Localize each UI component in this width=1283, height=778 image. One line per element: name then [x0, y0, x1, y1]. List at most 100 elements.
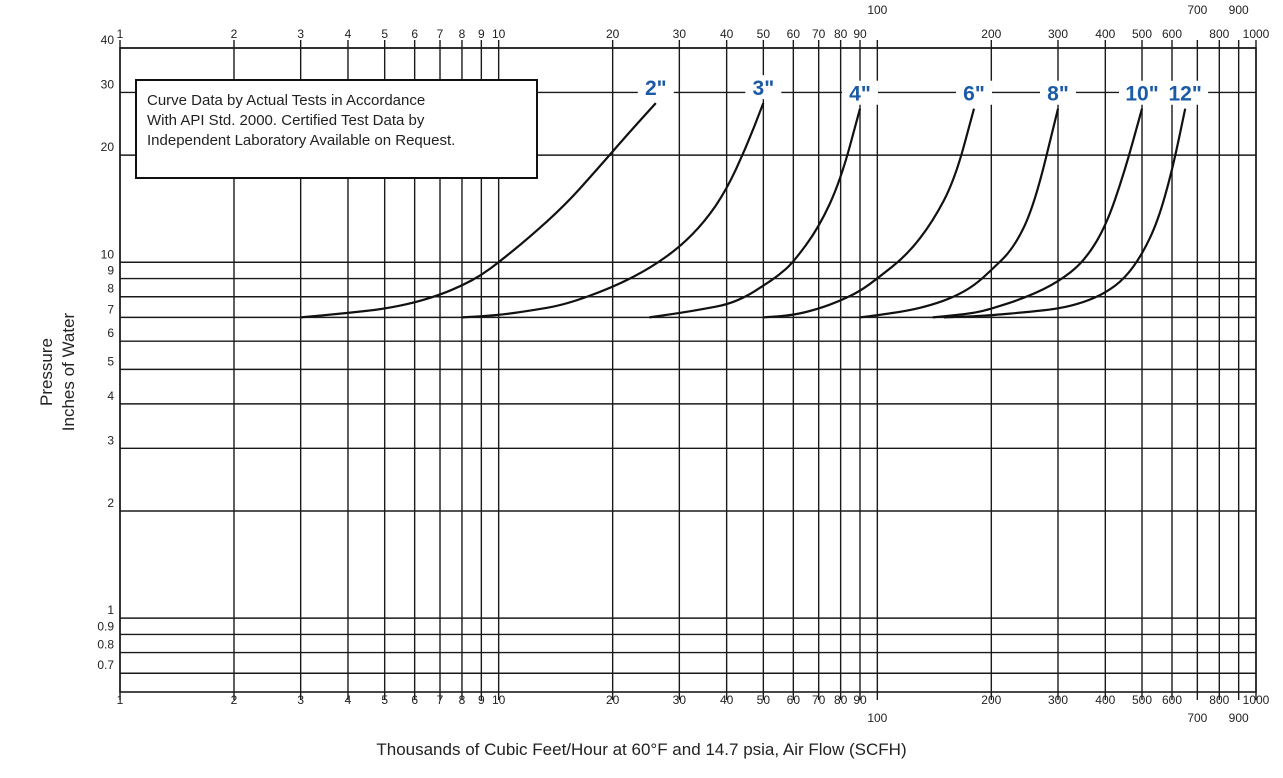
x-tick-label-bottom: 90 — [853, 693, 867, 707]
curve-label: 3" — [753, 77, 775, 100]
curve-line — [932, 108, 1144, 319]
y-tick-label: 5 — [107, 354, 114, 368]
note-line: Independent Laboratory Available on Requ… — [147, 132, 456, 149]
x-tick-label-bottom: 1 — [117, 693, 124, 707]
x-tick-label-top: 30 — [673, 27, 687, 41]
x-tick-label-bottom: 80 — [834, 693, 848, 707]
x-tick-label-top: 50 — [757, 27, 771, 41]
x-tick-label-bottom: 30 — [673, 693, 687, 707]
y-tick-label: 10 — [101, 247, 115, 261]
curve-label-bg — [745, 75, 782, 100]
x-tick-label-top: 2 — [231, 27, 238, 41]
x-tick-label-top: 800 — [1209, 27, 1229, 41]
y-tick-label: 6 — [107, 326, 114, 340]
x-tick-label-bottom: 200 — [981, 693, 1001, 707]
x-tick-label-bottom: 5 — [381, 693, 388, 707]
x-tick-label-top: 1 — [117, 27, 124, 41]
x-axis-title: Thousands of Cubic Feet/Hour at 60°F and… — [376, 740, 907, 759]
x-tick-label-top: 3 — [297, 27, 304, 41]
x-tick-label-bottom: 100 — [867, 711, 887, 725]
curve-label: 4" — [849, 83, 871, 106]
x-tick-label-bottom: 7 — [437, 693, 444, 707]
y-tick-label: 2 — [107, 496, 114, 510]
y-tick-label: 8 — [107, 282, 114, 296]
y-tick-label: 0.7 — [97, 658, 114, 672]
note-line: Curve Data by Actual Tests in Accordance — [147, 92, 426, 109]
x-tick-label-top: 90 — [853, 27, 867, 41]
curve-line — [859, 108, 1060, 319]
y-axis-title-line: Pressure — [37, 337, 56, 407]
y-tick-label: 20 — [101, 140, 115, 154]
curve-label-bg — [637, 75, 674, 100]
curve-line — [943, 108, 1187, 319]
horizontal-grid — [120, 47, 1256, 674]
x-tick-label-bottom: 8 — [459, 693, 466, 707]
y-tick-labels: 0.7 0.8 0.9 1 2 3 4 5 6 7 8 9 10 20 30 40 — [97, 33, 114, 672]
curve-line — [300, 102, 657, 319]
curve-line — [649, 108, 862, 319]
y-tick-label: 40 — [101, 33, 115, 47]
y-tick-label: 9 — [107, 264, 114, 278]
curve-label-bg — [1162, 80, 1209, 105]
x-tick-label-top: 60 — [787, 27, 801, 41]
x-tick-label-top: 900 — [1229, 3, 1249, 17]
x-tick-label-top: 1000 — [1243, 27, 1270, 41]
curve-label: 12" — [1168, 83, 1201, 106]
x-tick-label-bottom: 3 — [297, 693, 304, 707]
test-data-note: Curve Data by Actual Tests in Accordance… — [135, 79, 538, 179]
curve-label: 10" — [1125, 83, 1158, 106]
x-tick-label-top: 6 — [411, 27, 418, 41]
x-tick-label-top: 8 — [459, 27, 466, 41]
x-tick-label-top: 70 — [812, 27, 826, 41]
y-tick-label: 30 — [101, 77, 115, 91]
curve-label: 2" — [645, 77, 667, 100]
x-tick-label-top: 9 — [478, 27, 485, 41]
curve-label-bg — [955, 80, 992, 105]
curve-label-bg — [1040, 80, 1077, 105]
curve-label-bg — [842, 80, 879, 105]
curve-label: 6" — [963, 83, 985, 106]
x-tick-label-bottom: 600 — [1162, 693, 1182, 707]
x-tick-label-bottom: 300 — [1048, 693, 1068, 707]
x-tick-label-top: 40 — [720, 27, 734, 41]
plot-frame — [119, 47, 1257, 693]
x-tick-label-top: 200 — [981, 27, 1001, 41]
curve-line — [763, 108, 976, 319]
x-tick-label-bottom: 40 — [720, 693, 734, 707]
x-tick-label-top: 5 — [381, 27, 388, 41]
x-tick-label-bottom: 70 — [812, 693, 826, 707]
curve-label: 8" — [1047, 83, 1069, 106]
vertical-grid — [119, 40, 1257, 700]
x-tick-label-top: 400 — [1095, 27, 1115, 41]
x-tick-label-bottom: 700 — [1187, 711, 1207, 725]
curve-line — [461, 102, 765, 319]
curves — [300, 102, 1187, 319]
x-tick-label-top: 100 — [867, 3, 887, 17]
x-tick-label-top: 20 — [606, 27, 620, 41]
x-tick-label-top: 600 — [1162, 27, 1182, 41]
x-tick-label-top: 80 — [834, 27, 848, 41]
y-tick-label: 3 — [107, 433, 114, 447]
y-tick-label: 7 — [107, 302, 114, 316]
x-tick-label-bottom: 1000 — [1243, 693, 1270, 707]
x-tick-label-top: 300 — [1048, 27, 1068, 41]
y-tick-label: 0.8 — [97, 638, 114, 652]
x-tick-label-bottom: 9 — [478, 693, 485, 707]
curve-label-bg — [1119, 80, 1166, 105]
x-tick-label-top: 4 — [345, 27, 352, 41]
x-tick-label-bottom: 800 — [1209, 693, 1229, 707]
x-tick-label-top: 500 — [1132, 27, 1152, 41]
x-tick-label-bottom: 6 — [411, 693, 418, 707]
y-axis-title-line: Inches of Water — [59, 312, 78, 432]
x-tick-label-bottom: 2 — [231, 693, 238, 707]
x-tick-label-top: 700 — [1187, 3, 1207, 17]
x-tick-label-top: 10 — [492, 27, 506, 41]
x-tick-label-bottom: 10 — [492, 693, 506, 707]
note-line: With API Std. 2000. Certified Test Data … — [147, 112, 425, 129]
y-tick-label: 0.9 — [97, 619, 114, 633]
curve-labels: 2" 3" 4" 6" 8" 10" 12" — [637, 75, 1209, 106]
x-tick-label-bottom: 400 — [1095, 693, 1115, 707]
x-tick-label-top: 7 — [437, 27, 444, 41]
x-tick-label-bottom: 500 — [1132, 693, 1152, 707]
